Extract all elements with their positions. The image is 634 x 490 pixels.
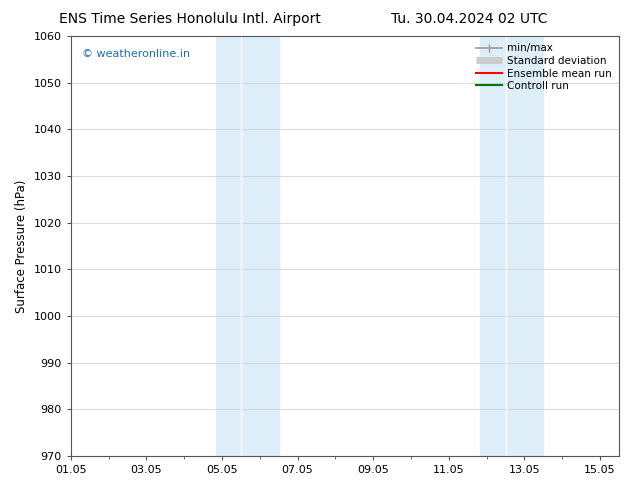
- Text: ENS Time Series Honolulu Intl. Airport: ENS Time Series Honolulu Intl. Airport: [59, 12, 321, 26]
- Bar: [216, 36, 279, 456]
- Bar: [480, 36, 543, 456]
- Legend: min/max, Standard deviation, Ensemble mean run, Controll run: min/max, Standard deviation, Ensemble me…: [474, 41, 614, 93]
- Y-axis label: Surface Pressure (hPa): Surface Pressure (hPa): [15, 179, 28, 313]
- Text: © weatheronline.in: © weatheronline.in: [82, 49, 190, 59]
- Text: Tu. 30.04.2024 02 UTC: Tu. 30.04.2024 02 UTC: [391, 12, 547, 26]
